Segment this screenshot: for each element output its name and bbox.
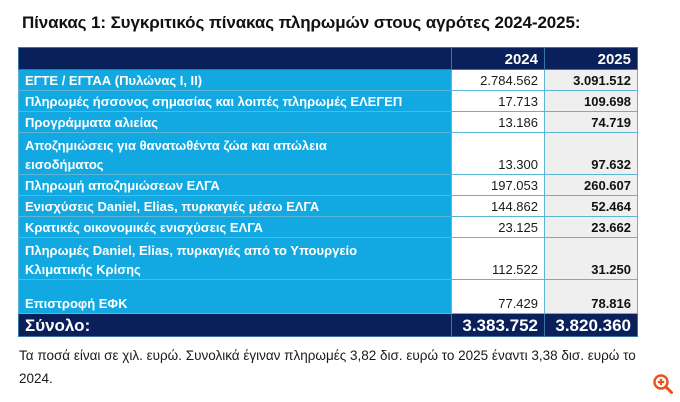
- value-2025: 260.607: [544, 174, 638, 196]
- value-2024: 197.053: [451, 174, 545, 196]
- table-row: Πληρωμές Daniel, Elias, πυρκαγιές από το…: [18, 237, 638, 280]
- value-2025: 74.719: [544, 111, 638, 133]
- value-2025: 31.250: [544, 237, 638, 280]
- row-label: Αποζημιώσεις για θανατωθέντα ζώα και απώ…: [18, 132, 452, 175]
- row-label: Πληρωμές Daniel, Elias, πυρκαγιές από το…: [18, 237, 452, 280]
- row-label: Πληρωμή αποζημιώσεων ΕΛΓΑ: [18, 174, 452, 196]
- total-2024: 3.383.752: [451, 313, 545, 337]
- value-2024: 2.784.562: [451, 69, 545, 91]
- table-row: ΕΓΤΕ / ΕΓΤΑΑ (Πυλώνας Ι, ΙΙ) 2.784.562 3…: [18, 69, 638, 91]
- total-label: Σύνολο:: [18, 313, 452, 337]
- value-2024: 17.713: [451, 90, 545, 112]
- row-label: Πληρωμές ήσσονος σημασίας και λοιπές πλη…: [18, 90, 452, 112]
- table-header-row: 2024 2025: [18, 47, 638, 70]
- table-row: Επιστροφή ΕΦΚ 77.429 78.816: [18, 279, 638, 314]
- total-2025: 3.820.360: [544, 313, 638, 337]
- value-2024: 77.429: [451, 279, 545, 314]
- row-label: Κρατικές οικονομικές ενισχύσεις ΕΛΓΑ: [18, 216, 452, 238]
- value-2024: 112.522: [451, 237, 545, 280]
- total-row: Σύνολο: 3.383.752 3.820.360: [18, 313, 638, 337]
- table-title: Πίνακας 1: Συγκριτικός πίνακας πληρωμών …: [22, 13, 581, 32]
- value-2024: 13.300: [451, 132, 545, 175]
- table-row: Πληρωμή αποζημιώσεων ΕΛΓΑ 197.053 260.60…: [18, 174, 638, 196]
- value-2025: 78.816: [544, 279, 638, 314]
- row-label: Ενισχύσεις Daniel, Elias, πυρκαγιές μέσω…: [18, 195, 452, 217]
- zoom-in-icon[interactable]: [652, 373, 674, 395]
- value-2025: 97.632: [544, 132, 638, 175]
- row-label: ΕΓΤΕ / ΕΓΤΑΑ (Πυλώνας Ι, ΙΙ): [18, 69, 452, 91]
- table-footnote: Τα ποσά είναι σε χιλ. ευρώ. Συνολικά έγι…: [19, 348, 636, 386]
- row-label: Προγράμματα αλιείας: [18, 111, 452, 133]
- payments-table: 2024 2025 ΕΓΤΕ / ΕΓΤΑΑ (Πυλώνας Ι, ΙΙ) 2…: [18, 47, 638, 337]
- value-2025: 52.464: [544, 195, 638, 217]
- header-2024: 2024: [451, 47, 545, 70]
- value-2025: 109.698: [544, 90, 638, 112]
- table-row: Κρατικές οικονομικές ενισχύσεις ΕΛΓΑ 23.…: [18, 216, 638, 238]
- value-2024: 13.186: [451, 111, 545, 133]
- table-row: Πληρωμές ήσσονος σημασίας και λοιπές πλη…: [18, 90, 638, 112]
- table-row: Ενισχύσεις Daniel, Elias, πυρκαγιές μέσω…: [18, 195, 638, 217]
- value-2025: 23.662: [544, 216, 638, 238]
- table-row: Αποζημιώσεις για θανατωθέντα ζώα και απώ…: [18, 132, 638, 175]
- row-label: Επιστροφή ΕΦΚ: [18, 279, 452, 314]
- table-row: Προγράμματα αλιείας 13.186 74.719: [18, 111, 638, 133]
- header-2025: 2025: [544, 47, 638, 70]
- value-2025: 3.091.512: [544, 69, 638, 91]
- value-2024: 23.125: [451, 216, 545, 238]
- header-label-cell: [18, 47, 452, 70]
- value-2024: 144.862: [451, 195, 545, 217]
